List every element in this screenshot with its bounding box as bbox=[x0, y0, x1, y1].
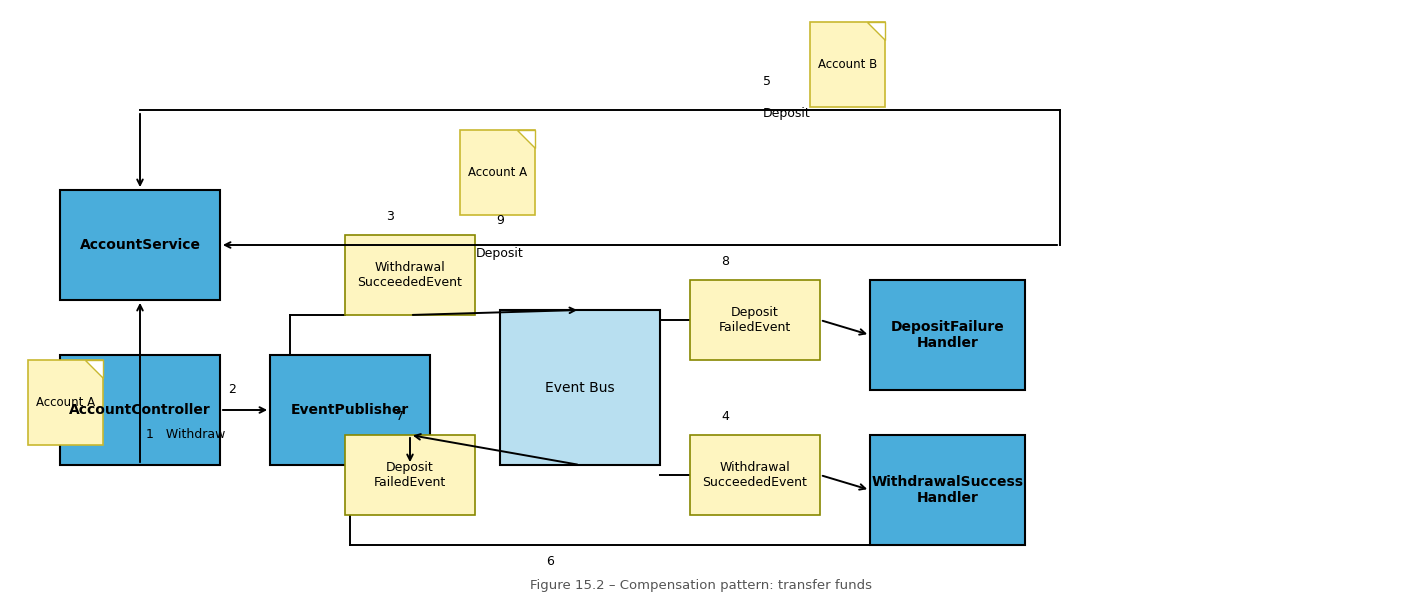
Text: Deposit
FailedEvent: Deposit FailedEvent bbox=[374, 461, 446, 489]
Bar bbox=[810, 22, 885, 107]
Text: 1   Withdraw: 1 Withdraw bbox=[146, 429, 226, 441]
Bar bbox=[871, 280, 1025, 390]
Text: Figure 15.2 – Compensation pattern: transfer funds: Figure 15.2 – Compensation pattern: tran… bbox=[530, 578, 872, 591]
Text: Deposit: Deposit bbox=[477, 247, 524, 260]
Bar bbox=[28, 360, 102, 445]
Bar bbox=[345, 235, 475, 315]
Text: 5: 5 bbox=[763, 75, 771, 88]
Text: WithdrawalSuccess
Handler: WithdrawalSuccess Handler bbox=[872, 475, 1023, 505]
Text: 2: 2 bbox=[229, 383, 236, 396]
Polygon shape bbox=[866, 22, 885, 40]
Text: Deposit: Deposit bbox=[763, 107, 810, 120]
Text: Withdrawal
SucceededEvent: Withdrawal SucceededEvent bbox=[358, 261, 463, 289]
Bar bbox=[690, 435, 820, 515]
Bar bbox=[60, 355, 220, 465]
Bar bbox=[871, 435, 1025, 545]
Bar bbox=[501, 310, 660, 465]
Text: 6: 6 bbox=[545, 555, 554, 568]
Bar bbox=[690, 280, 820, 360]
Text: DepositFailure
Handler: DepositFailure Handler bbox=[890, 320, 1004, 350]
Bar bbox=[460, 130, 536, 215]
Text: Deposit
FailedEvent: Deposit FailedEvent bbox=[719, 306, 791, 334]
Text: EventPublisher: EventPublisher bbox=[290, 403, 409, 417]
Text: 8: 8 bbox=[721, 255, 729, 268]
Polygon shape bbox=[517, 130, 536, 148]
Text: AccountController: AccountController bbox=[69, 403, 210, 417]
Bar bbox=[271, 355, 430, 465]
Text: Withdrawal
SucceededEvent: Withdrawal SucceededEvent bbox=[702, 461, 808, 489]
Text: 9: 9 bbox=[496, 214, 503, 227]
Polygon shape bbox=[86, 360, 102, 378]
Text: 3: 3 bbox=[386, 210, 394, 223]
Text: 4: 4 bbox=[721, 410, 729, 423]
Text: Account A: Account A bbox=[36, 396, 95, 409]
Bar bbox=[60, 190, 220, 300]
Text: Event Bus: Event Bus bbox=[545, 381, 615, 395]
Bar bbox=[345, 435, 475, 515]
Text: Account A: Account A bbox=[468, 166, 527, 179]
Text: Account B: Account B bbox=[817, 58, 878, 71]
Text: 7: 7 bbox=[395, 410, 404, 423]
Text: AccountService: AccountService bbox=[80, 238, 200, 252]
